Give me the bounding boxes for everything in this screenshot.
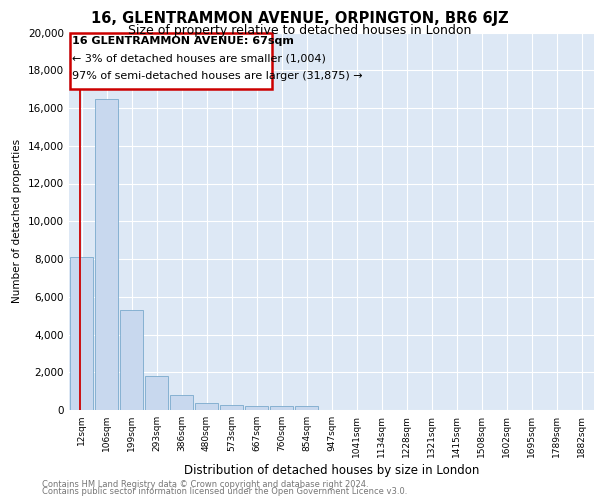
Bar <box>270 406 293 410</box>
Text: 16 GLENTRAMMON AVENUE: 67sqm: 16 GLENTRAMMON AVENUE: 67sqm <box>73 36 295 46</box>
Bar <box>170 395 193 410</box>
Bar <box>295 406 318 410</box>
Text: Size of property relative to detached houses in London: Size of property relative to detached ho… <box>128 24 472 37</box>
Bar <box>220 404 243 410</box>
FancyBboxPatch shape <box>70 32 272 89</box>
Bar <box>195 403 218 410</box>
Text: Contains HM Land Registry data © Crown copyright and database right 2024.: Contains HM Land Registry data © Crown c… <box>42 480 368 489</box>
Text: 97% of semi-detached houses are larger (31,875) →: 97% of semi-detached houses are larger (… <box>73 70 363 81</box>
Text: 16, GLENTRAMMON AVENUE, ORPINGTON, BR6 6JZ: 16, GLENTRAMMON AVENUE, ORPINGTON, BR6 6… <box>91 11 509 26</box>
Y-axis label: Number of detached properties: Number of detached properties <box>13 139 22 304</box>
Text: ← 3% of detached houses are smaller (1,004): ← 3% of detached houses are smaller (1,0… <box>73 54 326 64</box>
Text: Contains public sector information licensed under the Open Government Licence v3: Contains public sector information licen… <box>42 487 407 496</box>
Bar <box>95 98 118 410</box>
Bar <box>145 376 168 410</box>
X-axis label: Distribution of detached houses by size in London: Distribution of detached houses by size … <box>184 464 479 477</box>
Bar <box>245 406 268 410</box>
Bar <box>120 310 143 410</box>
Bar <box>70 257 93 410</box>
